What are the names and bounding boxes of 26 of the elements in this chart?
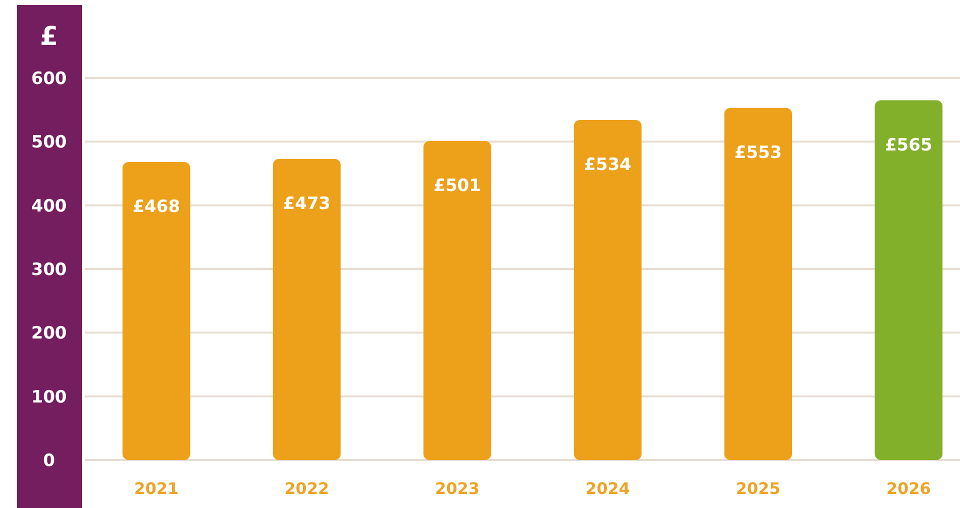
x-tick-label: 2021 (134, 479, 179, 498)
x-tick-label: 2023 (435, 479, 480, 498)
data-label: £534 (584, 155, 632, 176)
x-tick-label: 2024 (585, 479, 630, 498)
bar (122, 162, 190, 460)
y-tick-label: 600 (31, 68, 67, 89)
y-tick-label: 500 (31, 132, 67, 153)
y-tick-label: 0 (43, 450, 56, 471)
data-label: £565 (884, 135, 932, 156)
x-tick-label: 2026 (886, 479, 931, 498)
x-tick-label: 2022 (284, 479, 330, 498)
y-axis-title: £ (40, 22, 58, 52)
x-tick-label: 2025 (736, 479, 780, 498)
bar (724, 108, 792, 460)
data-label: £553 (734, 142, 782, 163)
data-label: £501 (434, 176, 481, 196)
bar (423, 141, 492, 460)
bar (272, 158, 341, 460)
data-label: £473 (283, 194, 330, 214)
y-tick-label: 200 (31, 324, 67, 344)
data-label: £468 (132, 197, 180, 218)
bar (874, 100, 942, 460)
y-tick-label: 100 (31, 387, 67, 408)
bar (574, 120, 642, 460)
y-tick-label: 300 (31, 260, 67, 280)
y-tick-label: 400 (31, 196, 67, 216)
